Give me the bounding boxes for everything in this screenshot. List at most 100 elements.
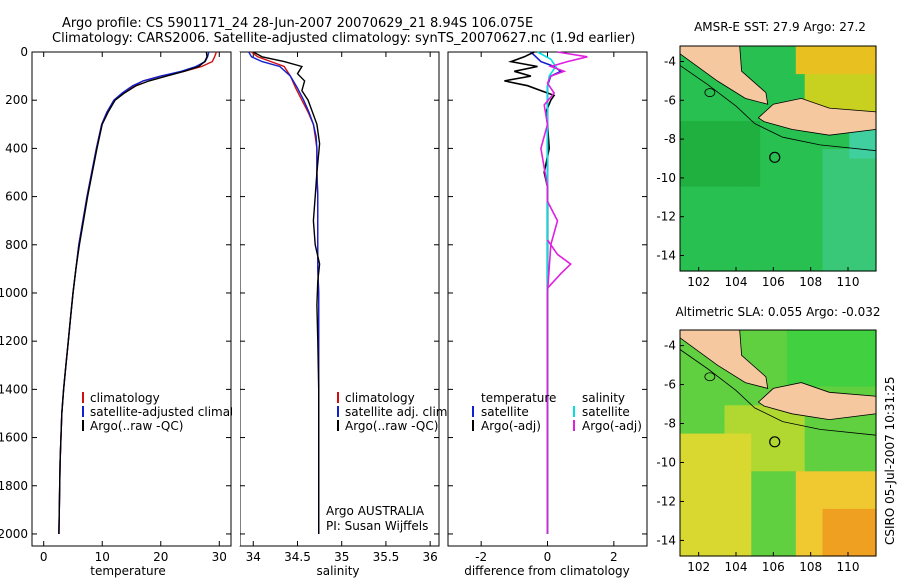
map-cell bbox=[858, 196, 868, 206]
map-cell bbox=[751, 158, 761, 169]
map-cell bbox=[751, 339, 761, 350]
map-cell bbox=[858, 443, 868, 453]
map-cell bbox=[751, 261, 761, 272]
map-cell bbox=[688, 443, 699, 453]
map-cell bbox=[688, 83, 699, 94]
map-cell bbox=[778, 92, 788, 103]
map-cell bbox=[733, 130, 743, 141]
map-cell bbox=[760, 224, 770, 235]
temperature-xlabel: temperature bbox=[90, 564, 165, 578]
map-cell bbox=[715, 499, 726, 510]
map-cell bbox=[688, 224, 699, 235]
x-tick-label: 34 bbox=[246, 550, 261, 564]
map-cell bbox=[831, 55, 841, 66]
map-cell bbox=[867, 490, 877, 501]
map-cell bbox=[760, 433, 770, 444]
map-cell bbox=[849, 414, 859, 425]
map-cell bbox=[760, 405, 770, 416]
map-cell bbox=[867, 167, 877, 178]
map-cell bbox=[697, 518, 708, 529]
salinity-ticks: 34 34.5 35 35.5 36 bbox=[240, 51, 439, 564]
map-cell bbox=[680, 252, 690, 263]
map-cell bbox=[831, 64, 841, 75]
map-cell bbox=[804, 167, 815, 178]
map-cell bbox=[715, 461, 726, 472]
map-cell bbox=[804, 158, 815, 169]
map-cell bbox=[680, 139, 690, 150]
map-cell bbox=[733, 443, 743, 453]
map-cell bbox=[786, 186, 797, 197]
map-cell bbox=[867, 92, 877, 103]
map-cell bbox=[733, 490, 743, 501]
map-cell bbox=[742, 233, 752, 244]
map-cell bbox=[795, 83, 806, 94]
map-cell bbox=[778, 158, 788, 169]
map-cell bbox=[715, 177, 726, 188]
map-cell bbox=[680, 461, 690, 472]
map-cell bbox=[795, 433, 806, 444]
map-cell bbox=[831, 92, 841, 103]
map-cell bbox=[849, 546, 859, 557]
map-cell bbox=[822, 252, 832, 263]
map-cell bbox=[822, 330, 832, 340]
map-cell bbox=[751, 471, 761, 482]
map-cell bbox=[769, 377, 779, 388]
map-cell bbox=[706, 377, 717, 388]
map-cell bbox=[724, 443, 734, 453]
y-tick-label: 2000 bbox=[0, 527, 28, 541]
map-cell bbox=[733, 386, 743, 397]
map-cell bbox=[867, 64, 877, 75]
map-cell bbox=[751, 46, 761, 56]
map-cell bbox=[715, 490, 726, 501]
map-cell bbox=[769, 55, 779, 66]
map-cell bbox=[804, 546, 815, 557]
map-cell bbox=[742, 330, 752, 340]
map-cell bbox=[697, 149, 708, 160]
map-cell bbox=[778, 537, 788, 548]
map-cell bbox=[680, 233, 690, 244]
map-cell bbox=[786, 461, 797, 472]
map-cell bbox=[742, 414, 752, 425]
map-cell bbox=[724, 527, 734, 538]
map-cell bbox=[680, 386, 690, 397]
map-cell bbox=[840, 499, 850, 510]
map-cell bbox=[822, 205, 832, 216]
map-x-tick-label: 104 bbox=[725, 275, 748, 289]
map-cell bbox=[822, 55, 832, 66]
map-cell bbox=[715, 186, 726, 197]
map-cell bbox=[697, 261, 708, 272]
map-cell bbox=[751, 414, 761, 425]
map-cell bbox=[680, 358, 690, 369]
map-cell bbox=[849, 424, 859, 435]
map-cell bbox=[804, 480, 815, 491]
map-cell bbox=[697, 121, 708, 131]
map-cell bbox=[867, 508, 877, 519]
map-cell bbox=[697, 224, 708, 235]
land-mass bbox=[679, 45, 769, 105]
map-cell bbox=[688, 205, 699, 216]
map-cell bbox=[769, 518, 779, 529]
map-cell bbox=[715, 242, 726, 253]
map-cell bbox=[778, 139, 788, 150]
map-cell bbox=[840, 167, 850, 178]
map-cell bbox=[822, 167, 832, 178]
map-cell bbox=[831, 130, 841, 141]
map-cell bbox=[822, 480, 832, 491]
map-cell bbox=[822, 358, 832, 369]
map-cell bbox=[867, 261, 877, 272]
map-cell bbox=[688, 452, 699, 463]
sst-map: 102 104 106 108 110 -4 -6 -8 -10 -12 -14 bbox=[656, 45, 877, 289]
map-cell bbox=[795, 518, 806, 529]
map-cell bbox=[786, 358, 797, 369]
map-cell bbox=[804, 233, 815, 244]
map-cell bbox=[769, 443, 779, 453]
map-cell bbox=[813, 46, 824, 56]
map-cell bbox=[715, 424, 726, 435]
map-cell bbox=[804, 196, 815, 206]
map-cell bbox=[760, 55, 770, 66]
island-outline bbox=[704, 372, 716, 382]
map-cell bbox=[813, 167, 824, 178]
map-cell bbox=[813, 518, 824, 529]
map-cell bbox=[813, 471, 824, 482]
map-cell bbox=[778, 527, 788, 538]
